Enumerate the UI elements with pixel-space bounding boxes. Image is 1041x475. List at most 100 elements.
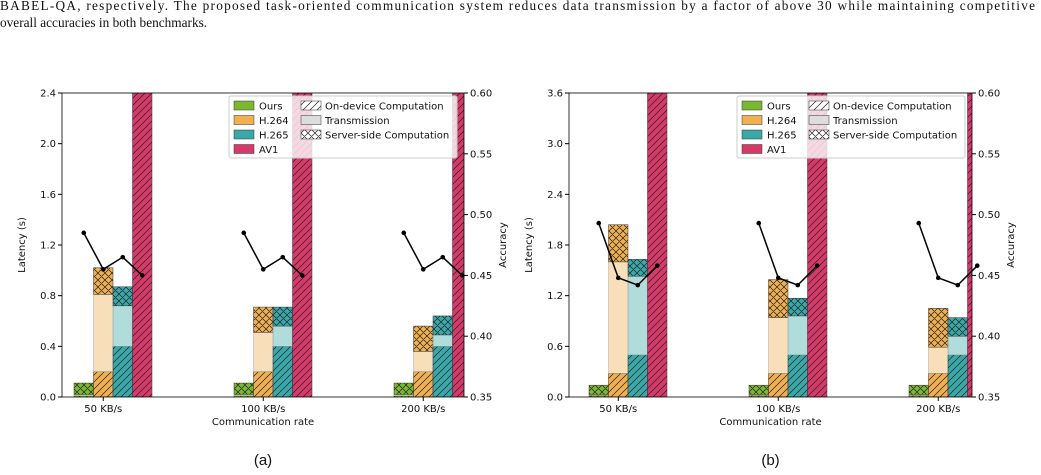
y2-tick-label: 0.60 bbox=[978, 89, 1000, 100]
accuracy-point bbox=[260, 267, 266, 272]
legend-swatch bbox=[300, 100, 322, 111]
accuracy-point bbox=[420, 267, 426, 272]
y2-axis-label: Accuracy bbox=[1006, 222, 1017, 268]
bar-segment bbox=[432, 315, 453, 336]
y-tick-label: 0.0 bbox=[547, 393, 563, 404]
y-tick-label: 1.6 bbox=[40, 190, 56, 201]
bar-segment bbox=[253, 306, 274, 333]
legend-box bbox=[228, 95, 458, 159]
plot-area bbox=[588, 93, 972, 397]
bar-segment bbox=[253, 371, 274, 397]
legend-label: On-device Computation bbox=[833, 102, 952, 113]
y-tick-label: 3.6 bbox=[547, 89, 563, 100]
accuracy-point bbox=[935, 275, 941, 281]
bar-segment bbox=[432, 346, 453, 397]
legend-label: On-device Computation bbox=[325, 102, 444, 113]
bar-segment bbox=[272, 346, 293, 397]
bar-segment bbox=[112, 346, 133, 397]
accuracy-point bbox=[299, 273, 305, 278]
y-tick-label: 0.8 bbox=[40, 291, 56, 302]
y-tick-label: 0.6 bbox=[547, 342, 563, 353]
caption-line: BABEL-QA, respectively. The proposed tas… bbox=[0, 0, 1035, 13]
bar-segment bbox=[93, 294, 114, 372]
legend-swatch bbox=[808, 115, 830, 125]
bar-segment bbox=[292, 93, 313, 397]
y-tick-label: 0.0 bbox=[40, 393, 56, 404]
bar-segment bbox=[947, 335, 968, 356]
accuracy-line bbox=[243, 232, 303, 276]
y2-tick-label: 0.35 bbox=[470, 393, 492, 404]
bar-segment bbox=[627, 354, 648, 397]
x-tick-label: 200 KB/s bbox=[401, 404, 445, 415]
accuracy-line bbox=[758, 222, 818, 286]
legend-label: H.264 bbox=[767, 116, 797, 127]
bar-segment bbox=[413, 371, 434, 397]
y-tick-label: 2.4 bbox=[547, 190, 563, 201]
legend-label: H.265 bbox=[767, 131, 797, 142]
y-tick-label: 1.2 bbox=[547, 291, 563, 302]
accuracy-point bbox=[100, 267, 106, 272]
bar-segment bbox=[73, 382, 94, 395]
bar-segment bbox=[432, 334, 453, 347]
bar-segment bbox=[93, 267, 114, 295]
bar-segment bbox=[928, 373, 949, 397]
bar-segment bbox=[253, 332, 274, 372]
bar-segment bbox=[928, 346, 949, 374]
accuracy-point bbox=[974, 263, 980, 268]
y2-tick-label: 0.45 bbox=[978, 271, 1000, 282]
legend-label: Server-side Computation bbox=[833, 131, 957, 142]
accuracy-line bbox=[403, 232, 463, 276]
x-tick-label: 200 KB/s bbox=[916, 404, 960, 415]
y-tick-label: 1.2 bbox=[40, 241, 56, 252]
accuracy-point bbox=[241, 230, 247, 236]
x-tick-label: 100 KB/s bbox=[241, 404, 285, 415]
accuracy-point bbox=[139, 273, 145, 278]
bar-segment bbox=[947, 354, 968, 397]
bar-segment bbox=[233, 382, 254, 395]
bar-segment bbox=[272, 306, 293, 327]
y-tick-label: 0.4 bbox=[40, 342, 56, 353]
legend-swatch bbox=[233, 144, 255, 154]
legend-swatch bbox=[741, 144, 763, 154]
bar-segment bbox=[768, 373, 789, 397]
accuracy-point bbox=[81, 230, 87, 236]
bar-segment bbox=[608, 373, 629, 397]
y2-tick-label: 0.50 bbox=[470, 210, 492, 221]
legend-swatch bbox=[233, 100, 255, 111]
accuracy-point bbox=[401, 230, 407, 236]
accuracy-point bbox=[795, 282, 801, 288]
bar-segment bbox=[768, 317, 789, 374]
bar-segment bbox=[787, 297, 808, 317]
accuracy-point bbox=[654, 263, 660, 268]
y2-tick-label: 0.50 bbox=[978, 210, 1000, 221]
legend-label: AV1 bbox=[767, 145, 786, 156]
y2-tick-label: 0.45 bbox=[470, 271, 492, 282]
plot-area bbox=[73, 93, 464, 397]
y-axis-label: Latency (s) bbox=[17, 217, 28, 273]
panel-label: (b) bbox=[761, 452, 779, 469]
legend-swatch bbox=[741, 115, 763, 125]
bar-segment bbox=[627, 275, 648, 356]
accuracy-point bbox=[615, 275, 621, 281]
x-tick-label: 50 KB/s bbox=[84, 404, 122, 415]
bar-segment bbox=[413, 325, 434, 352]
y2-tick-label: 0.35 bbox=[978, 393, 1000, 404]
caption-line: overall accuracies in both benchmarks. bbox=[0, 15, 207, 30]
panel-label: (a) bbox=[254, 452, 272, 469]
y-tick-label: 3.0 bbox=[547, 139, 563, 150]
bar-segment bbox=[768, 279, 789, 318]
legend-swatch bbox=[233, 129, 255, 140]
bar-segment bbox=[807, 93, 828, 397]
accuracy-point bbox=[596, 220, 602, 226]
accuracy-line bbox=[83, 232, 143, 276]
bar-segment bbox=[908, 384, 929, 395]
accuracy-point bbox=[440, 254, 446, 260]
x-tick-label: 50 KB/s bbox=[599, 404, 637, 415]
bar-segment bbox=[112, 305, 133, 347]
y2-tick-label: 0.55 bbox=[470, 149, 492, 160]
bar-segment bbox=[608, 224, 629, 263]
y2-axis-label: Accuracy bbox=[498, 222, 509, 268]
accuracy-point bbox=[459, 273, 465, 278]
bar-segment bbox=[413, 351, 434, 372]
